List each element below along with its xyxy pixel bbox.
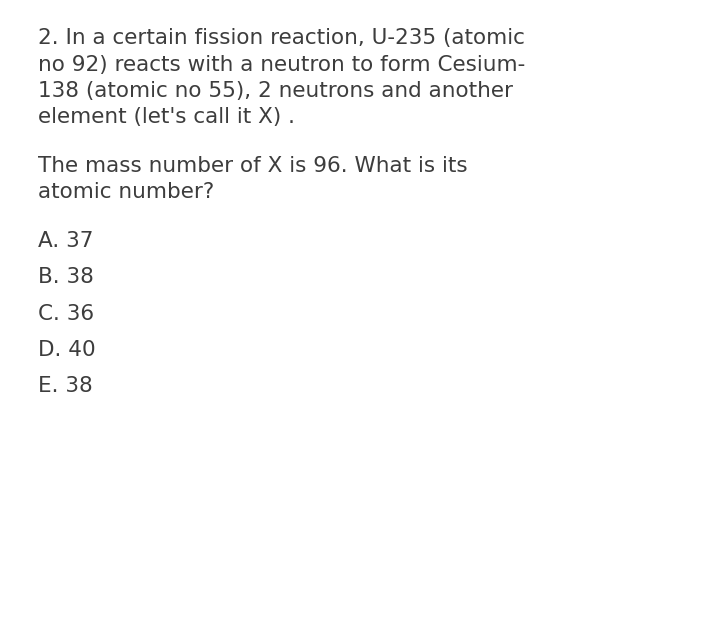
Text: D. 40: D. 40 [38, 340, 96, 359]
Text: 138 (atomic no 55), 2 neutrons and another: 138 (atomic no 55), 2 neutrons and anoth… [38, 81, 513, 101]
Text: E. 38: E. 38 [38, 376, 93, 396]
Text: 2. In a certain fission reaction, U-235 (atomic: 2. In a certain fission reaction, U-235 … [38, 28, 525, 48]
Text: A. 37: A. 37 [38, 231, 93, 251]
Text: atomic number?: atomic number? [38, 183, 214, 202]
Text: no 92) reacts with a neutron to form Cesium-: no 92) reacts with a neutron to form Ces… [38, 54, 526, 75]
Text: The mass number of X is 96. What is its: The mass number of X is 96. What is its [38, 156, 467, 176]
Text: element (let's call it X) .: element (let's call it X) . [38, 108, 295, 128]
Text: C. 36: C. 36 [38, 303, 94, 323]
Text: B. 38: B. 38 [38, 267, 94, 287]
